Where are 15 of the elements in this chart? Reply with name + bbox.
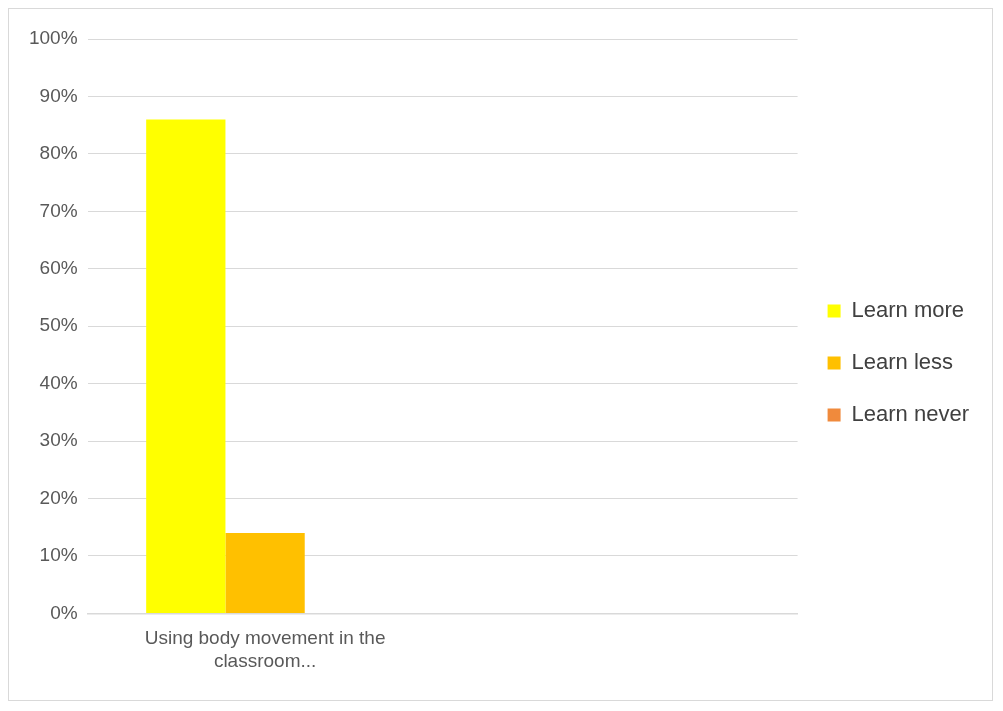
y-tick-label: 10%	[39, 544, 78, 566]
y-tick-label: 90%	[39, 84, 78, 106]
legend-label: Learn more	[851, 297, 965, 323]
y-tick-label: 60%	[39, 256, 78, 278]
y-tick-label: 70%	[39, 199, 78, 221]
y-tick-label: 100%	[28, 27, 78, 49]
legend-label: Learn never	[851, 401, 970, 427]
y-tick-label: 0%	[50, 601, 78, 623]
y-tick-label: 20%	[39, 486, 78, 508]
x-tick-label: Using body movement in the classroom...	[144, 627, 386, 671]
y-tick-label: 50%	[39, 314, 78, 336]
y-tick-label: 30%	[39, 429, 78, 451]
legend-label: Learn less	[851, 349, 954, 375]
y-tick-label: 80%	[39, 142, 78, 164]
y-tick-label: 40%	[39, 371, 78, 393]
